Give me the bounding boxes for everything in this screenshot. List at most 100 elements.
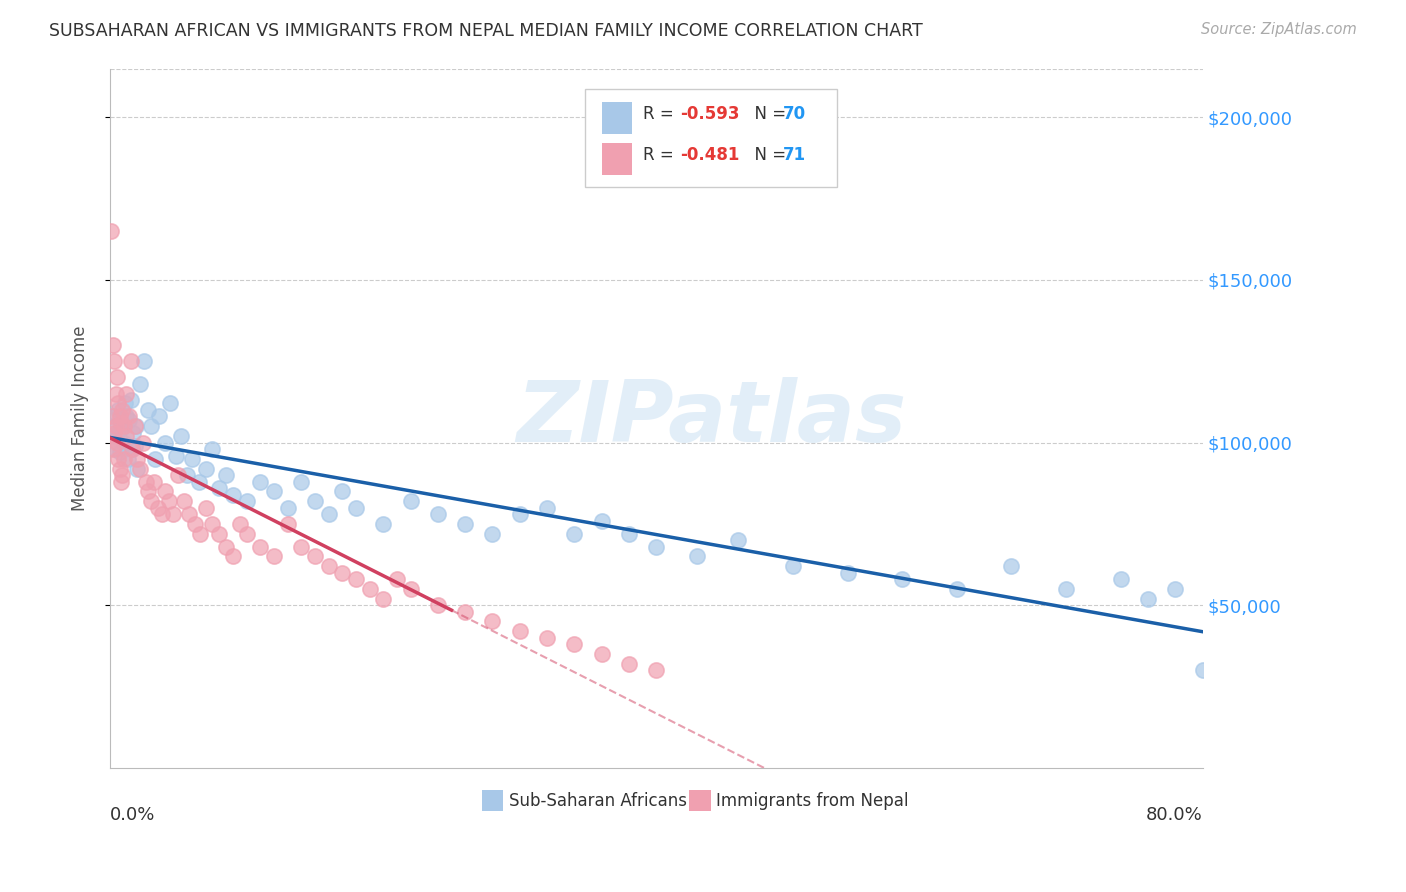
Point <box>115 429 138 443</box>
Point <box>194 500 217 515</box>
Point <box>290 540 312 554</box>
Point <box>591 647 613 661</box>
Point <box>124 419 146 434</box>
Point <box>263 484 285 499</box>
Point <box>132 435 155 450</box>
Point <box>304 549 326 564</box>
Point <box>114 396 136 410</box>
Point <box>1164 582 1187 596</box>
Point <box>120 393 142 408</box>
Point <box>103 409 125 424</box>
Point <box>143 451 166 466</box>
Point <box>1109 572 1132 586</box>
Point <box>277 500 299 515</box>
Point <box>107 403 129 417</box>
Point <box>188 526 211 541</box>
Point <box>107 451 129 466</box>
Point <box>110 422 132 436</box>
Point <box>344 572 367 586</box>
Point <box>125 419 148 434</box>
Point <box>536 631 558 645</box>
Point <box>105 425 128 440</box>
Point <box>136 484 159 499</box>
Point <box>104 442 127 456</box>
Point <box>1054 582 1077 596</box>
Point <box>111 416 134 430</box>
FancyBboxPatch shape <box>585 89 837 187</box>
Point <box>891 572 914 586</box>
Point <box>103 425 125 440</box>
Point <box>222 487 245 501</box>
Point <box>127 451 149 466</box>
Point <box>1000 559 1022 574</box>
Point <box>373 516 395 531</box>
Point <box>136 403 159 417</box>
Point <box>134 354 156 368</box>
Point <box>165 449 187 463</box>
Text: ZIPatlas: ZIPatlas <box>516 376 905 459</box>
Point <box>103 354 125 368</box>
Point <box>162 507 184 521</box>
Point <box>263 549 285 564</box>
Point <box>304 494 326 508</box>
Point <box>645 663 668 677</box>
Point <box>112 435 135 450</box>
Point <box>277 516 299 531</box>
Point <box>399 494 422 508</box>
Text: N =: N = <box>744 105 792 123</box>
Point <box>318 507 340 521</box>
Point <box>509 624 531 639</box>
Point <box>157 494 180 508</box>
Point <box>101 338 124 352</box>
Point <box>727 533 749 547</box>
Point <box>208 526 231 541</box>
Bar <box>481 790 503 811</box>
Point <box>167 468 190 483</box>
Point <box>591 514 613 528</box>
Text: R =: R = <box>643 145 679 164</box>
Point <box>100 224 122 238</box>
Point <box>124 439 146 453</box>
Point <box>121 442 143 456</box>
Bar <box>602 103 633 134</box>
Point <box>290 475 312 489</box>
Bar <box>689 790 711 811</box>
Point <box>110 475 132 489</box>
Point <box>107 396 129 410</box>
Point <box>945 582 967 596</box>
Point <box>318 559 340 574</box>
Point <box>229 516 252 531</box>
Point <box>101 442 124 456</box>
Point <box>344 500 367 515</box>
Point <box>127 461 149 475</box>
Point <box>176 468 198 483</box>
Point <box>173 494 195 508</box>
Point <box>536 500 558 515</box>
Point <box>111 468 134 483</box>
Text: 71: 71 <box>783 145 806 164</box>
Point <box>426 507 449 521</box>
Point <box>148 409 170 424</box>
Point <box>129 461 152 475</box>
Point <box>235 526 257 541</box>
Point <box>564 526 586 541</box>
Point <box>215 540 238 554</box>
Point <box>120 354 142 368</box>
Point <box>1191 663 1213 677</box>
Point <box>105 370 128 384</box>
Point <box>617 657 640 671</box>
Point <box>645 540 668 554</box>
Point <box>454 605 477 619</box>
Point <box>330 484 353 499</box>
Point <box>359 582 381 596</box>
Point <box>235 494 257 508</box>
Point <box>117 451 139 466</box>
Y-axis label: Median Family Income: Median Family Income <box>72 326 89 511</box>
Point <box>426 598 449 612</box>
Point <box>110 416 132 430</box>
Point <box>509 507 531 521</box>
Point <box>105 435 128 450</box>
Point <box>194 461 217 475</box>
Point <box>249 475 271 489</box>
Point <box>118 409 141 424</box>
